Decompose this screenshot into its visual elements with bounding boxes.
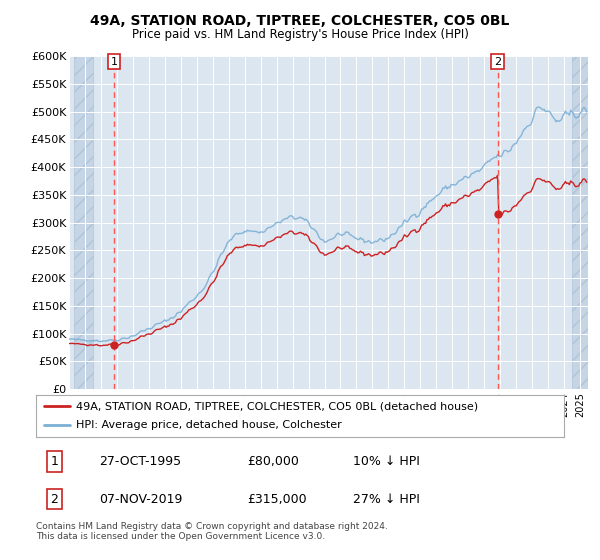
Text: 1: 1 — [50, 455, 58, 468]
Text: HPI: Average price, detached house, Colchester: HPI: Average price, detached house, Colc… — [76, 421, 341, 431]
Text: 2: 2 — [50, 493, 58, 506]
Text: 2: 2 — [494, 57, 502, 67]
Text: Contains HM Land Registry data © Crown copyright and database right 2024.
This d: Contains HM Land Registry data © Crown c… — [36, 522, 388, 542]
Bar — [74, 56, 93, 389]
Text: £80,000: £80,000 — [247, 455, 299, 468]
Text: 49A, STATION ROAD, TIPTREE, COLCHESTER, CO5 0BL: 49A, STATION ROAD, TIPTREE, COLCHESTER, … — [91, 14, 509, 28]
Text: 27-OCT-1995: 27-OCT-1995 — [100, 455, 181, 468]
Text: 27% ↓ HPI: 27% ↓ HPI — [353, 493, 419, 506]
Text: £315,000: £315,000 — [247, 493, 307, 506]
Text: 49A, STATION ROAD, TIPTREE, COLCHESTER, CO5 0BL (detached house): 49A, STATION ROAD, TIPTREE, COLCHESTER, … — [76, 401, 478, 411]
Text: 1: 1 — [110, 57, 118, 67]
Bar — [572, 56, 588, 389]
Text: 07-NOV-2019: 07-NOV-2019 — [100, 493, 183, 506]
Text: Price paid vs. HM Land Registry's House Price Index (HPI): Price paid vs. HM Land Registry's House … — [131, 28, 469, 41]
Text: 10% ↓ HPI: 10% ↓ HPI — [353, 455, 419, 468]
